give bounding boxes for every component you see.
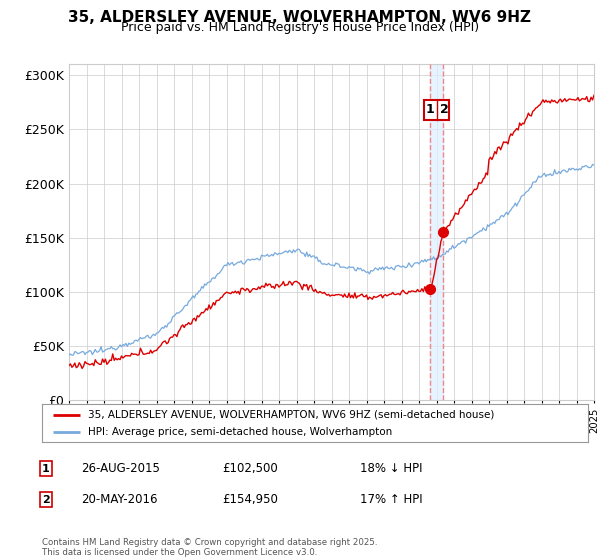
Text: HPI: Average price, semi-detached house, Wolverhampton: HPI: Average price, semi-detached house,… bbox=[88, 427, 392, 437]
Text: 1: 1 bbox=[42, 464, 49, 474]
Bar bbox=[424, 100, 449, 119]
Text: £154,950: £154,950 bbox=[222, 493, 278, 506]
Text: Price paid vs. HM Land Registry's House Price Index (HPI): Price paid vs. HM Land Registry's House … bbox=[121, 21, 479, 34]
Text: 2: 2 bbox=[440, 103, 448, 116]
Text: 35, ALDERSLEY AVENUE, WOLVERHAMPTON, WV6 9HZ: 35, ALDERSLEY AVENUE, WOLVERHAMPTON, WV6… bbox=[68, 10, 532, 25]
Bar bbox=[430, 64, 443, 400]
Text: 20-MAY-2016: 20-MAY-2016 bbox=[81, 493, 157, 506]
Text: 18% ↓ HPI: 18% ↓ HPI bbox=[360, 462, 422, 475]
Text: 35, ALDERSLEY AVENUE, WOLVERHAMPTON, WV6 9HZ (semi-detached house): 35, ALDERSLEY AVENUE, WOLVERHAMPTON, WV6… bbox=[88, 409, 495, 419]
Text: 26-AUG-2015: 26-AUG-2015 bbox=[81, 462, 160, 475]
Text: 2: 2 bbox=[42, 494, 49, 505]
Text: £102,500: £102,500 bbox=[222, 462, 278, 475]
Text: 17% ↑ HPI: 17% ↑ HPI bbox=[360, 493, 422, 506]
Text: Contains HM Land Registry data © Crown copyright and database right 2025.
This d: Contains HM Land Registry data © Crown c… bbox=[42, 538, 377, 557]
Text: 1: 1 bbox=[425, 103, 434, 116]
